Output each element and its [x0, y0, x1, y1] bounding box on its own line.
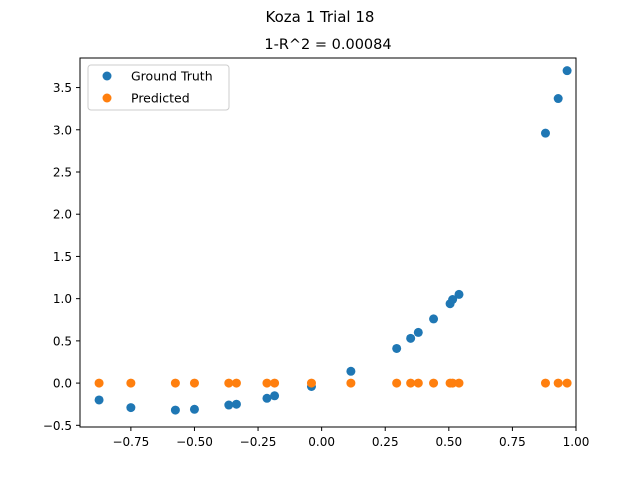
- data-point: [231, 378, 241, 388]
- data-point: [170, 378, 180, 388]
- data-point: [126, 403, 136, 413]
- legend-label: Ground Truth: [131, 69, 213, 84]
- y-tick-label: 1.5: [53, 250, 72, 264]
- data-point: [262, 393, 272, 403]
- data-point: [392, 378, 402, 388]
- data-point: [392, 343, 402, 353]
- data-point: [94, 395, 104, 405]
- data-point: [346, 366, 356, 376]
- data-point: [224, 400, 234, 410]
- data-point: [94, 378, 104, 388]
- series-ground-truth: [94, 66, 572, 415]
- data-point: [262, 378, 272, 388]
- data-point: [562, 66, 572, 76]
- y-tick-label: 1.0: [53, 292, 72, 306]
- chart-title: 1-R^2 = 0.00084: [264, 37, 391, 53]
- data-point: [346, 378, 356, 388]
- legend-label: Predicted: [131, 91, 190, 106]
- data-point: [454, 378, 464, 388]
- data-point: [429, 378, 439, 388]
- data-point: [406, 333, 416, 343]
- data-point: [270, 391, 280, 401]
- legend-marker: [102, 71, 112, 81]
- axes-frame: [79, 57, 577, 428]
- data-point: [448, 378, 458, 388]
- data-point: [306, 378, 316, 388]
- legend: Ground Truth Predicted: [87, 64, 230, 111]
- data-point: [448, 294, 458, 304]
- chart-suptitle: Koza 1 Trial 18: [266, 8, 375, 26]
- data-point: [170, 405, 180, 415]
- y-tick-label: 0.0: [53, 377, 72, 391]
- y-tick-label: −0.5: [43, 419, 72, 433]
- x-tick-label: 0.75: [499, 435, 526, 449]
- data-point: [126, 378, 136, 388]
- data-point: [270, 378, 280, 388]
- legend-marker: [102, 93, 112, 103]
- data-point: [540, 378, 550, 388]
- data-point: [231, 399, 241, 409]
- legend-box: [87, 64, 230, 111]
- data-point: [429, 314, 439, 324]
- plot-area: −0.75 −0.50 −0.25 0.00 0.25 0.50 0.75 1.00 −0.5 0…: [43, 57, 590, 449]
- data-point: [454, 289, 464, 299]
- y-tick-label: 2.0: [53, 208, 72, 222]
- y-tick-label: 3.0: [53, 123, 72, 137]
- data-point: [413, 327, 423, 337]
- data-point: [553, 378, 563, 388]
- data-point: [224, 378, 234, 388]
- data-point: [189, 404, 199, 414]
- data-point: [540, 128, 550, 138]
- y-tick-label: 3.5: [53, 81, 72, 95]
- series-predicted: [94, 378, 572, 388]
- x-tick-label: −0.50: [176, 435, 213, 449]
- x-tick-label: 1.00: [563, 435, 590, 449]
- x-tick-label: 0.00: [308, 435, 335, 449]
- data-point: [562, 378, 572, 388]
- data-point: [553, 94, 563, 104]
- data-point: [189, 378, 199, 388]
- data-point: [413, 378, 423, 388]
- data-point: [406, 378, 416, 388]
- y-tick-label: 0.5: [53, 334, 72, 348]
- y-tick-label: 2.5: [53, 165, 72, 179]
- x-tick-label: 0.25: [372, 435, 399, 449]
- x-tick-label: −0.75: [112, 435, 149, 449]
- x-tick-label: −0.25: [240, 435, 277, 449]
- x-tick-label: 0.50: [435, 435, 462, 449]
